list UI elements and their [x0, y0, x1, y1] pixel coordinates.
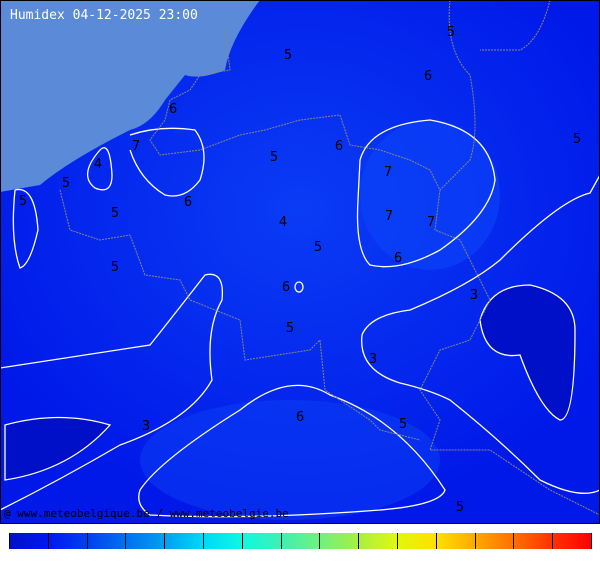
contour-label: 7 — [427, 215, 435, 230]
contour-label: 6 — [424, 69, 432, 84]
legend-swatch — [320, 533, 360, 549]
borders — [59, 0, 600, 516]
sea — [0, 0, 260, 192]
legend-swatch — [126, 533, 166, 549]
legend-swatch — [397, 533, 437, 549]
contour-label: 5 — [62, 176, 70, 191]
color-legend — [9, 533, 592, 549]
contour-label: 4 — [94, 157, 102, 172]
contour-label: 5 — [270, 150, 278, 165]
legend-swatch — [514, 533, 554, 549]
contour-label: 4 — [279, 215, 287, 230]
legend-swatch — [359, 533, 398, 549]
contour-label: 5 — [284, 48, 292, 63]
contour-label: 6 — [282, 280, 290, 295]
contour-label: 5 — [111, 206, 119, 221]
contour-label: 3 — [470, 288, 478, 303]
contour-label: 5 — [573, 132, 581, 147]
contour-label: 5 — [314, 240, 322, 255]
contour-label: 6 — [184, 195, 192, 210]
contour-label: 5 — [111, 260, 119, 275]
contour-label: 3 — [369, 352, 377, 367]
contour-label: 6 — [335, 139, 343, 154]
contours — [0, 119, 600, 518]
contour-label: 6 — [296, 410, 304, 425]
contour-label: 7 — [384, 165, 392, 180]
contour-label: 7 — [132, 139, 140, 154]
legend-swatch — [203, 533, 243, 549]
legend-swatch — [48, 533, 88, 549]
contour-label: 3 — [142, 419, 150, 434]
credit-text: @ www.meteobelgique.be / www.meteobelgie… — [4, 507, 289, 520]
contour-label: 5 — [399, 417, 407, 432]
legend-swatch — [436, 533, 476, 549]
legend-swatch — [553, 533, 592, 549]
legend-swatch — [10, 533, 49, 549]
legend-swatch — [165, 533, 204, 549]
contour-labels: 5 5 6 6 7 4 5 5 6 5 6 7 7 7 4 5 6 5 5 6 … — [19, 25, 581, 515]
contour-label: 5 — [286, 321, 294, 336]
humidex-map: 5 5 6 6 7 4 5 5 6 5 6 7 7 7 4 5 6 5 5 6 … — [0, 0, 600, 524]
contour-label: 6 — [394, 251, 402, 266]
map-title: Humidex 04-12-2025 23:00 — [10, 8, 198, 23]
contour-label: 6 — [169, 102, 177, 117]
contour-label: 5 — [19, 194, 27, 209]
contour-label: 7 — [385, 209, 393, 224]
legend-swatch — [242, 533, 282, 549]
contour-label: 5 — [447, 25, 455, 40]
legend-swatch — [281, 533, 321, 549]
legend-swatch — [475, 533, 515, 549]
contour-label: 5 — [456, 500, 464, 515]
legend-swatch — [87, 533, 127, 549]
